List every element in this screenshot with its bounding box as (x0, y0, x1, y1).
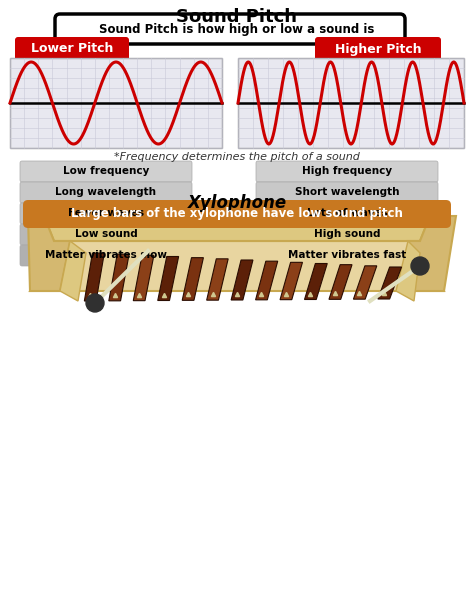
FancyBboxPatch shape (20, 224, 192, 245)
Text: *Frequency determines the pitch of a sound: *Frequency determines the pitch of a sou… (114, 152, 360, 162)
Polygon shape (182, 258, 203, 301)
Polygon shape (60, 241, 86, 301)
Polygon shape (44, 216, 430, 241)
Polygon shape (378, 267, 401, 299)
Text: Higher Pitch: Higher Pitch (335, 43, 421, 56)
Polygon shape (408, 216, 456, 291)
Text: Matter vibrates fast: Matter vibrates fast (288, 250, 406, 260)
FancyBboxPatch shape (20, 161, 192, 182)
Text: Xylophone: Xylophone (187, 194, 287, 212)
Polygon shape (255, 261, 278, 300)
Text: Short wavelength: Short wavelength (295, 187, 399, 197)
Text: Sound Pitch: Sound Pitch (176, 8, 298, 26)
Text: Sound Pitch is how high or low a sound is: Sound Pitch is how high or low a sound i… (100, 23, 374, 35)
FancyBboxPatch shape (256, 224, 438, 245)
Text: Low sound: Low sound (74, 229, 137, 239)
Text: Lower Pitch: Lower Pitch (31, 43, 113, 56)
Polygon shape (304, 263, 327, 299)
FancyBboxPatch shape (20, 245, 192, 266)
Polygon shape (329, 265, 352, 299)
FancyBboxPatch shape (15, 37, 129, 61)
FancyBboxPatch shape (256, 182, 438, 203)
Polygon shape (30, 241, 444, 291)
Polygon shape (207, 259, 228, 300)
Text: Long wavelength: Long wavelength (55, 187, 156, 197)
FancyBboxPatch shape (315, 37, 441, 61)
FancyBboxPatch shape (238, 58, 464, 148)
Polygon shape (133, 255, 154, 301)
FancyBboxPatch shape (256, 161, 438, 182)
FancyBboxPatch shape (256, 203, 438, 224)
FancyBboxPatch shape (20, 203, 192, 224)
Circle shape (411, 257, 429, 275)
Polygon shape (84, 253, 104, 301)
Polygon shape (158, 257, 179, 301)
Text: Large bars of the xylophone have low sound pitch: Large bars of the xylophone have low sou… (71, 208, 403, 221)
Text: Matter vibrates slow: Matter vibrates slow (45, 250, 167, 260)
FancyBboxPatch shape (55, 14, 405, 44)
FancyBboxPatch shape (10, 58, 222, 148)
Polygon shape (280, 262, 302, 299)
Text: High frequency: High frequency (302, 166, 392, 176)
Polygon shape (354, 266, 377, 299)
Circle shape (86, 294, 104, 312)
Polygon shape (231, 260, 253, 300)
Text: Low frequency: Low frequency (63, 166, 149, 176)
Text: Fewer waves: Fewer waves (68, 208, 144, 218)
FancyBboxPatch shape (256, 245, 438, 266)
FancyBboxPatch shape (20, 182, 192, 203)
Text: High sound: High sound (314, 229, 380, 239)
Polygon shape (109, 254, 129, 301)
FancyBboxPatch shape (23, 200, 451, 228)
Polygon shape (396, 241, 420, 301)
Polygon shape (28, 216, 70, 291)
Text: Lots of waves: Lots of waves (307, 208, 387, 218)
